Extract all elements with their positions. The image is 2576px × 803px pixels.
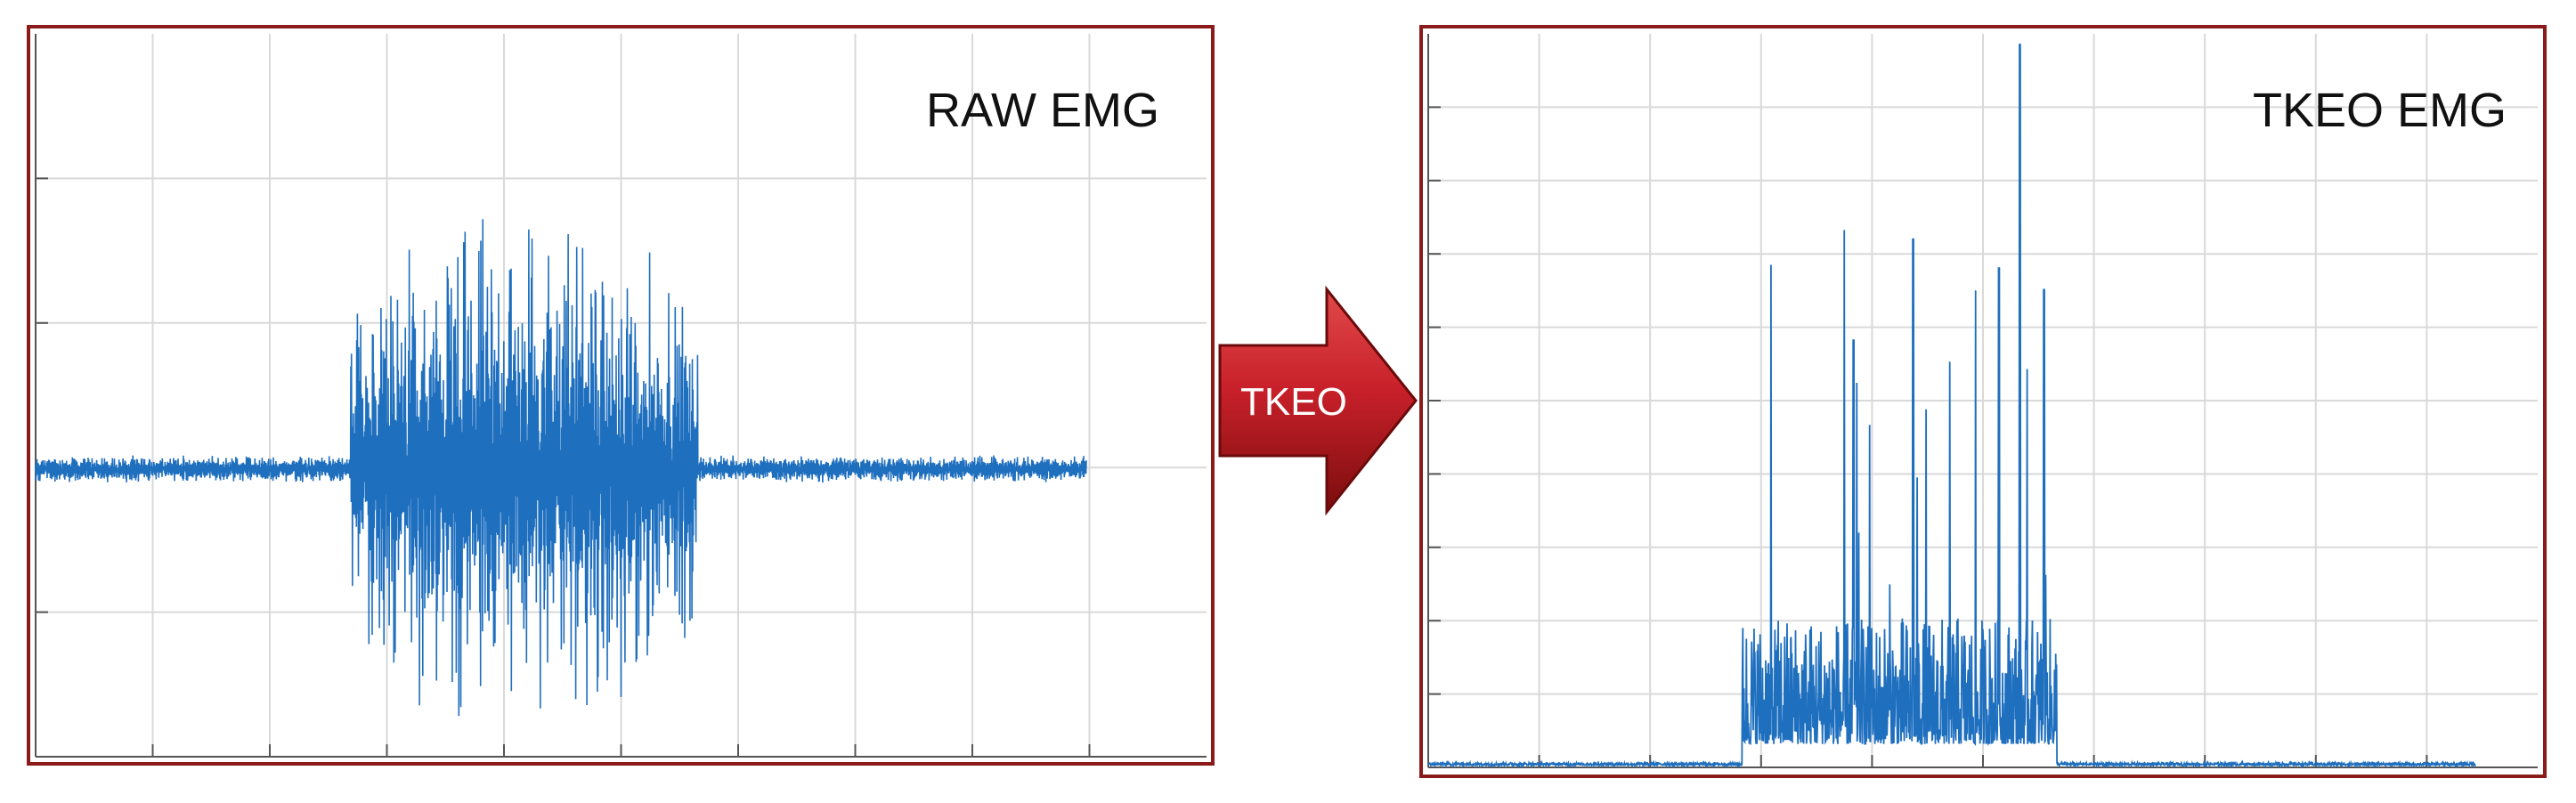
raw-emg-panel: RAW EMG [27, 25, 1215, 766]
tkeo-emg-panel: TKEO EMG [1419, 25, 2547, 778]
tkeo-arrow-shape [1218, 285, 1418, 516]
raw-emg-signal [35, 219, 1087, 717]
tkeo-arrow-label: TKEO [1240, 380, 1347, 424]
tkeo-emg-grid [1428, 34, 2538, 767]
raw-emg-label: RAW EMG [926, 84, 1159, 137]
tkeo-emg-label: TKEO EMG [2253, 84, 2507, 137]
tkeo-emg-signal [1427, 44, 2476, 769]
tkeo-emg-axes [1427, 34, 2538, 768]
raw-emg-grid [36, 34, 1207, 757]
tkeo-arrow: TKEO [1218, 285, 1418, 516]
